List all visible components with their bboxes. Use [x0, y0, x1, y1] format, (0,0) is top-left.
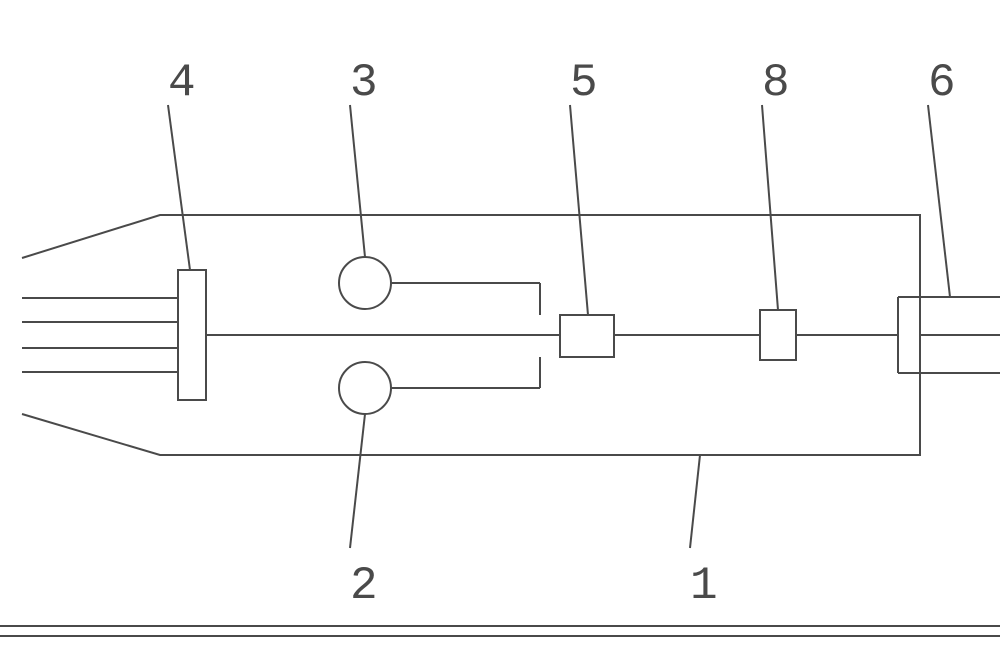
component-5 [560, 315, 614, 357]
label-1: 1 [690, 560, 716, 612]
label-4: 4 [168, 57, 194, 109]
leader-4 [168, 105, 190, 270]
leader-6 [928, 105, 950, 297]
label-6: 6 [928, 57, 954, 109]
component-2 [339, 362, 391, 414]
leader-3 [350, 105, 365, 257]
component-4 [178, 270, 206, 400]
leader-8 [762, 105, 778, 310]
leader-5 [570, 105, 588, 315]
component-8 [760, 310, 796, 360]
label-8: 8 [762, 57, 788, 109]
component-3 [339, 257, 391, 309]
diagram-canvas: 1 2 3 4 5 6 8 [0, 0, 1000, 648]
leader-2 [350, 414, 365, 548]
label-3: 3 [350, 57, 376, 109]
leader-1 [690, 455, 700, 548]
label-5: 5 [570, 57, 596, 109]
label-2: 2 [350, 560, 376, 612]
